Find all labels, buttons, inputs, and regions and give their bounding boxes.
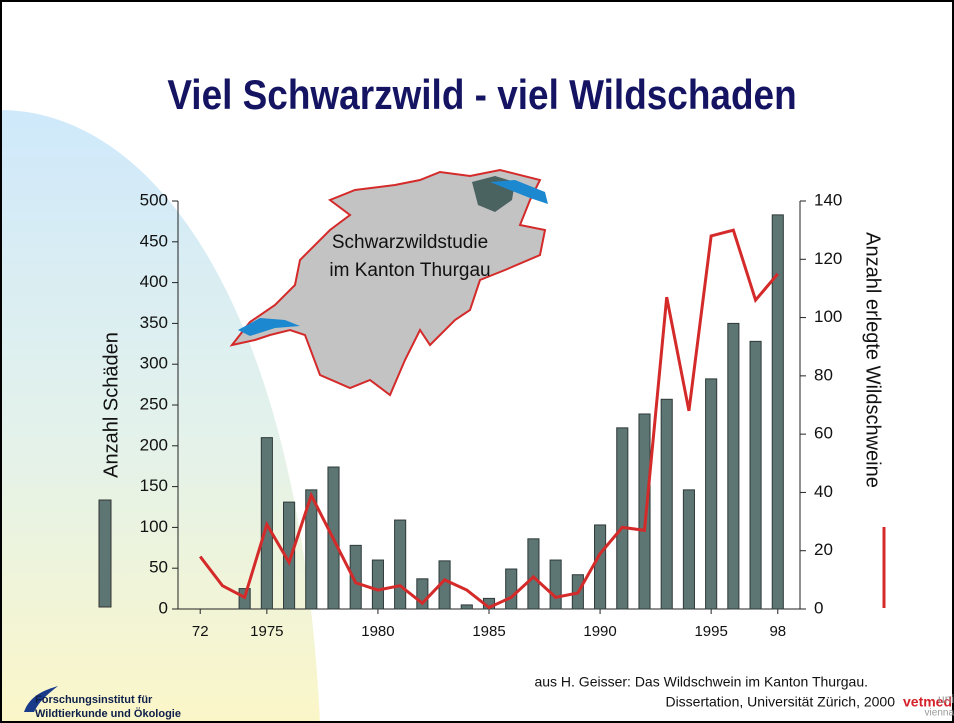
y2-tick-label: 20 [814, 540, 833, 559]
logo: vienna [925, 708, 954, 719]
x-tick-label: 1985 [472, 623, 505, 640]
bar [416, 578, 429, 610]
y2-tick-label: 140 [814, 190, 842, 209]
logo: vetmed [903, 694, 952, 710]
source: Dissertation, Universität Zürich, 2000 [665, 694, 895, 710]
bar [616, 427, 629, 610]
y2-tick-label: 0 [814, 598, 823, 617]
y-tick-label: 450 [140, 231, 168, 250]
x-tick-label: 1975 [250, 623, 283, 640]
logo: uni [938, 692, 954, 706]
title: Viel Schwarzwild - viel Wildschaden [167, 72, 796, 119]
bar [527, 538, 540, 610]
y2-tick-label: 80 [814, 365, 833, 384]
bar [460, 604, 473, 610]
institute: Wildtierkunde und Ökologie [35, 707, 181, 720]
bar [749, 340, 762, 610]
lake [238, 318, 300, 336]
y-axis-label: Anzahl Schäden [100, 332, 122, 478]
map [229, 168, 548, 397]
bar [394, 519, 407, 610]
y-tick-label: 400 [140, 272, 168, 291]
x-tick-label: 1995 [694, 623, 727, 640]
x-tick-label: 1990 [583, 623, 616, 640]
y-tick-label: 50 [149, 558, 168, 577]
switzerland [229, 168, 547, 397]
annotation: Schwarzwildstudie [332, 232, 488, 253]
y-tick-label: 100 [140, 517, 168, 536]
bar [549, 559, 562, 610]
y2-axis-label: Anzahl erlegte Wildschweine [862, 232, 884, 488]
y2-tick-label: 60 [814, 424, 833, 443]
y-tick-label: 200 [140, 435, 168, 454]
y-tick-label: 150 [140, 476, 168, 495]
y-tick-label: 0 [159, 598, 168, 617]
x-tick-label: 1980 [361, 623, 394, 640]
bar [638, 413, 651, 610]
y-tick-label: 350 [140, 313, 168, 332]
bar [594, 524, 607, 610]
bar [349, 544, 362, 610]
x-tick-label: 98 [769, 623, 786, 640]
institute: Forschungsinstitut für [35, 694, 153, 706]
bar [705, 378, 718, 610]
bar [771, 214, 784, 610]
y2-tick-label: 100 [814, 307, 842, 326]
bar [305, 489, 318, 610]
plot: 0 50 100 150 200 250 300 350 400 450 500 0 20 40 60 80 1… [140, 190, 843, 639]
bar [682, 489, 695, 610]
source: aus H. Geisser: Das Wildschwein im Kanto… [534, 674, 868, 690]
x-tick-label: 72 [192, 623, 209, 640]
bar [660, 398, 673, 610]
legend-bar [98, 499, 112, 608]
bar [505, 568, 518, 610]
y-tick-label: 300 [140, 354, 168, 373]
institute-logo [24, 686, 58, 712]
lake [490, 180, 548, 204]
y2-tick-label: 40 [814, 482, 833, 501]
annotation: im Kanton Thurgau [329, 260, 490, 281]
bar [727, 322, 740, 610]
line [199, 228, 779, 610]
y-tick-label: 250 [140, 394, 168, 413]
y-tick-label: 500 [140, 190, 168, 209]
decor [0, 110, 320, 723]
y2-tick-label: 120 [814, 249, 842, 268]
bar [371, 559, 384, 610]
